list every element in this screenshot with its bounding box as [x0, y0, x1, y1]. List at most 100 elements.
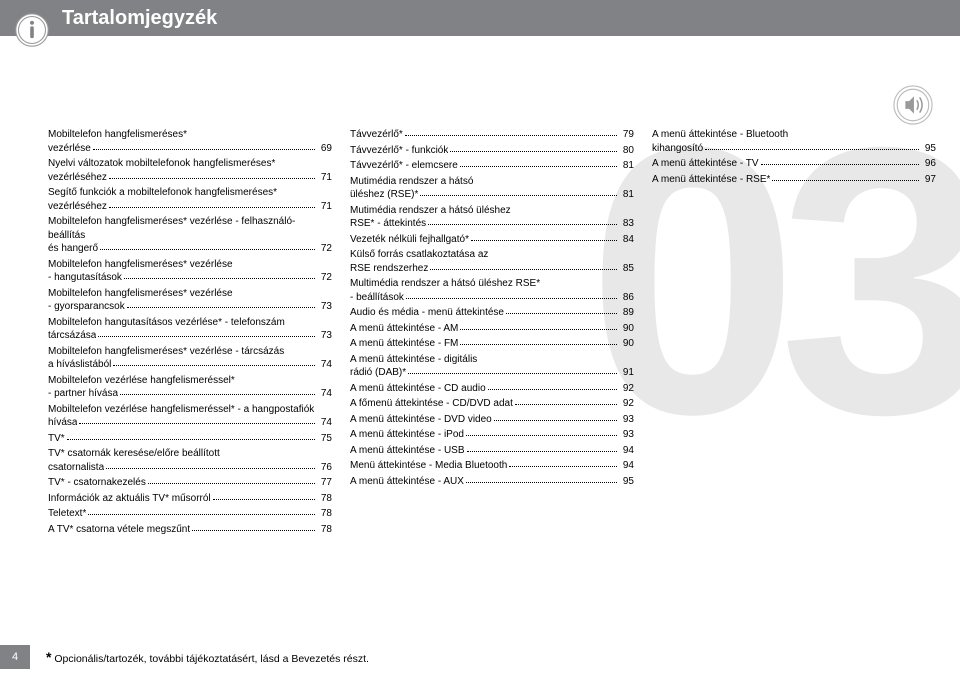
toc-row: RSE* - áttekintés83	[350, 217, 634, 231]
info-icon	[14, 12, 50, 48]
toc-column-1: Mobiltelefon hangfelismeréses*vezérlése6…	[48, 128, 332, 627]
toc-label: A menü áttekintése - DVD video	[350, 413, 492, 427]
toc-page: 93	[619, 413, 634, 427]
toc-label-head: Mutimédia rendszer a hátsó	[350, 175, 634, 189]
toc-row: Távvezérlő*79	[350, 128, 634, 142]
toc-page: 92	[619, 382, 634, 396]
footnote: * Opcionális/tartozék, további tájékozta…	[46, 649, 369, 665]
toc-leader-dots	[772, 173, 918, 181]
toc-row: csatornalista76	[48, 461, 332, 475]
toc-row: és hangerő72	[48, 242, 332, 256]
toc-page: 78	[317, 507, 332, 521]
toc-row: A menü áttekintése - RSE*97	[652, 173, 936, 187]
toc-entry: Audio és média - menü áttekintése 89	[350, 306, 634, 320]
toc-label: Teletext*	[48, 507, 86, 521]
toc-column-3: A menü áttekintése - Bluetoothkihangosít…	[652, 128, 936, 627]
toc-label: A menü áttekintése - RSE*	[652, 173, 770, 187]
toc-row: a híváslistából74	[48, 358, 332, 372]
toc-entry: Mobiltelefon vezérlése hangfelismeréssel…	[48, 403, 332, 430]
toc-label-head: Mobiltelefon hangfelismeréses* vezérlése	[48, 287, 332, 301]
toc-leader-dots	[148, 476, 315, 484]
toc-page: 89	[619, 306, 634, 320]
toc-entry: A menü áttekintése - RSE*97	[652, 173, 936, 187]
toc-row: hívása 74	[48, 416, 332, 430]
toc-leader-dots	[430, 262, 617, 270]
toc-leader-dots	[98, 329, 315, 337]
toc-leader-dots	[460, 159, 617, 167]
toc-label-head: Nyelvi változatok mobiltelefonok hangfel…	[48, 157, 332, 171]
toc-leader-dots	[515, 397, 617, 405]
toc-leader-dots	[88, 507, 315, 515]
toc-leader-dots	[466, 428, 617, 436]
toc-label-head: Külső forrás csatlakoztatása az	[350, 248, 634, 262]
toc-page: 74	[317, 416, 332, 430]
toc-leader-dots	[761, 157, 919, 165]
toc-row: rádió (DAB)*91	[350, 366, 634, 380]
toc-label-head: Mutimédia rendszer a hátsó üléshez	[350, 204, 634, 218]
toc-row: Távvezérlő* - funkciók80	[350, 144, 634, 158]
toc-row: A főmenü áttekintése - CD/DVD adat92	[350, 397, 634, 411]
toc-leader-dots	[509, 459, 617, 467]
toc-entry: A főmenü áttekintése - CD/DVD adat92	[350, 397, 634, 411]
toc-leader-dots	[406, 291, 617, 299]
toc-label: A TV* csatorna vétele megszűnt	[48, 523, 190, 537]
toc-entry: Mobiltelefon vezérlése hangfelismeréssel…	[48, 374, 332, 401]
toc-page: 71	[317, 200, 332, 214]
toc-row: A menü áttekintése - DVD video 93	[350, 413, 634, 427]
toc-leader-dots	[705, 142, 919, 150]
toc-entry: Távvezérlő*79	[350, 128, 634, 142]
toc-leader-dots	[79, 416, 314, 424]
toc-entry: A menü áttekintése - AM90	[350, 322, 634, 336]
toc-entry: A menü áttekintése - TV96	[652, 157, 936, 171]
toc-label: A menü áttekintése - iPod	[350, 428, 464, 442]
toc-label-head: A menü áttekintése - Bluetooth	[652, 128, 936, 142]
toc-leader-dots	[506, 306, 617, 314]
toc-label: Audio és média - menü áttekintése	[350, 306, 504, 320]
toc-label: Távvezérlő* - funkciók	[350, 144, 448, 158]
toc-label: - hangutasítások	[48, 271, 122, 285]
toc-label: hívása	[48, 416, 77, 430]
toc-page: 94	[619, 444, 634, 458]
toc-label: üléshez (RSE)*	[350, 188, 418, 202]
toc-label-head: Mobiltelefon vezérlése hangfelismeréssel…	[48, 374, 332, 388]
toc-page: 74	[317, 358, 332, 372]
toc-entry: Mobiltelefon hangfelismeréses* vezérlése…	[48, 345, 332, 372]
toc-page: 79	[619, 128, 634, 142]
toc-leader-dots	[408, 366, 617, 374]
toc-page: 75	[317, 432, 332, 446]
toc-label: RSE rendszerhez	[350, 262, 428, 276]
toc-row: A menü áttekintése - iPod93	[350, 428, 634, 442]
toc-label: RSE* - áttekintés	[350, 217, 426, 231]
toc-page: 73	[317, 329, 332, 343]
toc-row: A menü áttekintése - TV96	[652, 157, 936, 171]
toc-label: csatornalista	[48, 461, 104, 475]
toc-leader-dots	[494, 413, 617, 421]
toc-label-head: Mobiltelefon hangfelismeréses* vezérlése…	[48, 215, 332, 242]
toc-entry: Multimédia rendszer a hátsó üléshez RSE*…	[350, 277, 634, 304]
toc-entry: Távvezérlő* - elemcsere81	[350, 159, 634, 173]
toc-label: vezérléséhez	[48, 200, 107, 214]
page-title: Tartalomjegyzék	[62, 7, 217, 30]
toc-entry: A TV* csatorna vétele megszűnt78	[48, 523, 332, 537]
toc-entry: TV*75	[48, 432, 332, 446]
toc-page: 85	[619, 262, 634, 276]
toc-page: 84	[619, 233, 634, 247]
toc-label: TV* - csatornakezelés	[48, 476, 146, 490]
toc-label: Távvezérlő* - elemcsere	[350, 159, 458, 173]
toc-label-head: Mobiltelefon hangfelismeréses* vezérlése	[48, 258, 332, 272]
toc-entry: A menü áttekintése - AUX95	[350, 475, 634, 489]
toc-label-head: Mobiltelefon hangfelismeréses*	[48, 128, 332, 142]
toc-entry: Mobiltelefon hangfelismeréses* vezérlése…	[48, 215, 332, 256]
toc-leader-dots	[109, 200, 315, 208]
toc-page: 96	[921, 157, 936, 171]
toc-entry: Mobiltelefon hangutasításos vezérlése* -…	[48, 316, 332, 343]
toc-label: vezérlése	[48, 142, 91, 156]
toc-leader-dots	[405, 128, 617, 136]
toc-page: 92	[619, 397, 634, 411]
toc-entry: Mutimédia rendszer a hátsóüléshez (RSE)*…	[350, 175, 634, 202]
toc-page: 73	[317, 300, 332, 314]
toc-leader-dots	[113, 358, 315, 366]
toc-label-head: Mobiltelefon vezérlése hangfelismeréssel…	[48, 403, 332, 417]
toc-label: A menü áttekintése - AUX	[350, 475, 464, 489]
toc-entry: Mobiltelefon hangfelismeréses* vezérlése…	[48, 287, 332, 314]
